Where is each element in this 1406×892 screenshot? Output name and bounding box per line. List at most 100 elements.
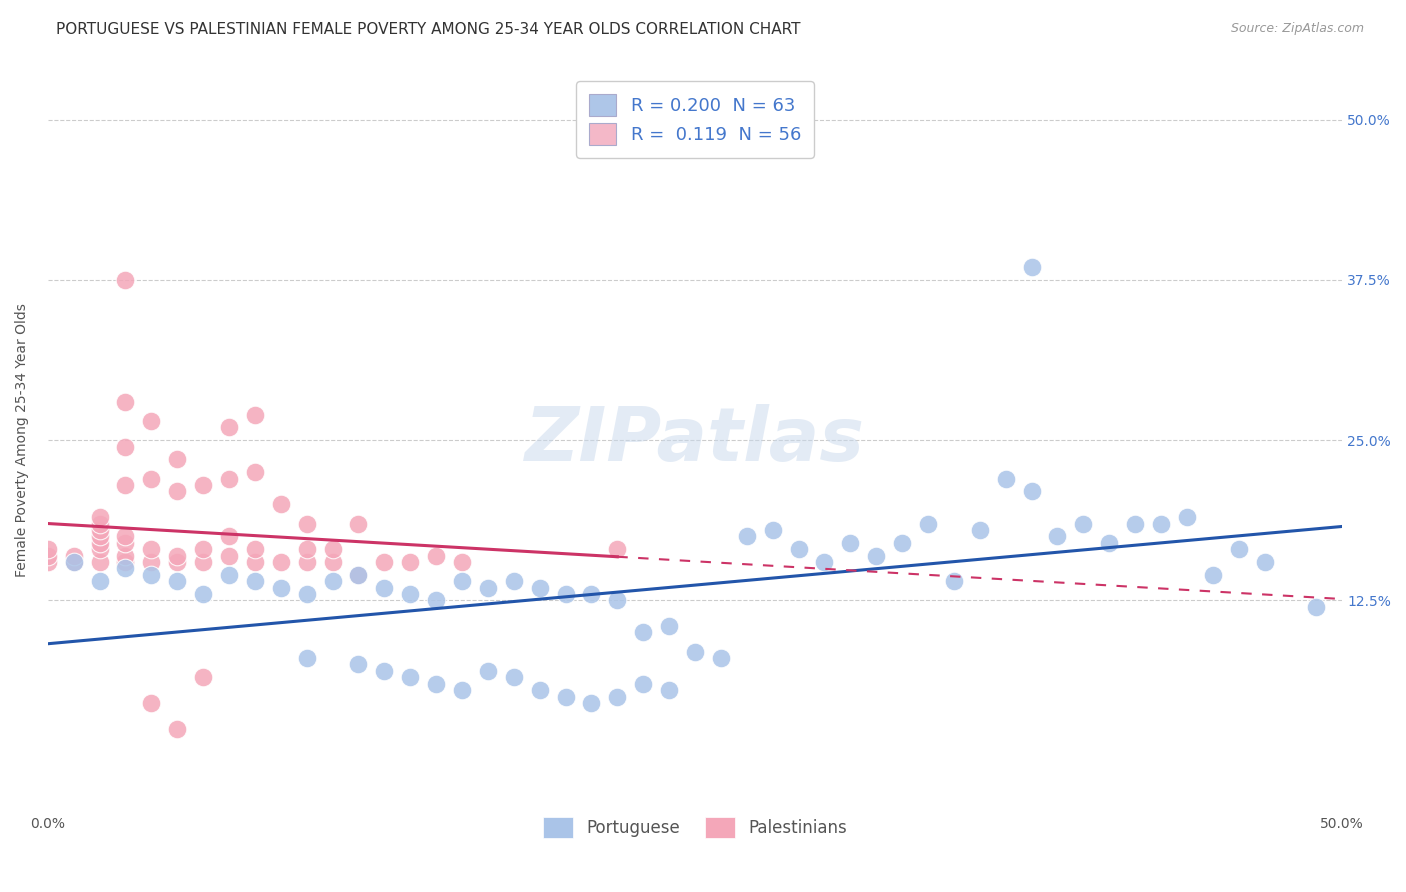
Point bbox=[295, 587, 318, 601]
Point bbox=[1227, 542, 1250, 557]
Point bbox=[89, 555, 111, 569]
Point bbox=[62, 555, 84, 569]
Point bbox=[347, 567, 370, 582]
Point bbox=[62, 549, 84, 563]
Point bbox=[917, 516, 939, 531]
Point bbox=[218, 567, 240, 582]
Point bbox=[141, 567, 163, 582]
Point bbox=[425, 676, 447, 690]
Point bbox=[114, 394, 136, 409]
Point bbox=[243, 574, 266, 589]
Point bbox=[243, 542, 266, 557]
Point bbox=[891, 535, 914, 549]
Point bbox=[166, 574, 188, 589]
Point bbox=[191, 555, 214, 569]
Point bbox=[399, 587, 422, 601]
Point bbox=[762, 523, 785, 537]
Point bbox=[295, 516, 318, 531]
Point bbox=[1202, 567, 1225, 582]
Point bbox=[89, 523, 111, 537]
Point bbox=[425, 549, 447, 563]
Point bbox=[89, 542, 111, 557]
Point bbox=[141, 555, 163, 569]
Point bbox=[631, 625, 654, 640]
Point bbox=[270, 497, 292, 511]
Point bbox=[1098, 535, 1121, 549]
Legend: Portuguese, Palestinians: Portuguese, Palestinians bbox=[536, 811, 853, 845]
Point bbox=[295, 651, 318, 665]
Point bbox=[373, 581, 395, 595]
Point bbox=[89, 510, 111, 524]
Point bbox=[218, 472, 240, 486]
Point bbox=[166, 452, 188, 467]
Point bbox=[606, 542, 628, 557]
Point bbox=[477, 581, 499, 595]
Point bbox=[347, 516, 370, 531]
Point bbox=[425, 593, 447, 607]
Point bbox=[295, 555, 318, 569]
Point bbox=[1123, 516, 1146, 531]
Point bbox=[554, 690, 576, 704]
Point bbox=[451, 683, 474, 698]
Point bbox=[631, 676, 654, 690]
Point bbox=[218, 549, 240, 563]
Point bbox=[114, 555, 136, 569]
Point bbox=[166, 484, 188, 499]
Point bbox=[813, 555, 835, 569]
Point bbox=[683, 645, 706, 659]
Text: Source: ZipAtlas.com: Source: ZipAtlas.com bbox=[1230, 22, 1364, 36]
Point bbox=[735, 529, 758, 543]
Point bbox=[191, 542, 214, 557]
Point bbox=[581, 587, 603, 601]
Point bbox=[502, 574, 524, 589]
Point bbox=[114, 478, 136, 492]
Point bbox=[529, 683, 551, 698]
Point bbox=[114, 273, 136, 287]
Point bbox=[322, 555, 344, 569]
Point bbox=[89, 574, 111, 589]
Point bbox=[114, 561, 136, 575]
Point bbox=[89, 516, 111, 531]
Point bbox=[270, 581, 292, 595]
Point bbox=[166, 722, 188, 736]
Point bbox=[710, 651, 733, 665]
Text: PORTUGUESE VS PALESTINIAN FEMALE POVERTY AMONG 25-34 YEAR OLDS CORRELATION CHART: PORTUGUESE VS PALESTINIAN FEMALE POVERTY… bbox=[56, 22, 801, 37]
Point bbox=[529, 581, 551, 595]
Point bbox=[141, 696, 163, 710]
Point bbox=[295, 542, 318, 557]
Point bbox=[502, 670, 524, 684]
Point bbox=[994, 472, 1017, 486]
Point bbox=[1253, 555, 1275, 569]
Point bbox=[218, 420, 240, 434]
Point bbox=[89, 529, 111, 543]
Text: ZIPatlas: ZIPatlas bbox=[524, 404, 865, 476]
Point bbox=[243, 408, 266, 422]
Point bbox=[347, 657, 370, 672]
Y-axis label: Female Poverty Among 25-34 Year Olds: Female Poverty Among 25-34 Year Olds bbox=[15, 303, 30, 577]
Point bbox=[1021, 484, 1043, 499]
Point bbox=[141, 414, 163, 428]
Point bbox=[89, 535, 111, 549]
Point bbox=[114, 529, 136, 543]
Point bbox=[839, 535, 862, 549]
Point bbox=[787, 542, 810, 557]
Point bbox=[477, 664, 499, 678]
Point bbox=[114, 535, 136, 549]
Point bbox=[37, 542, 59, 557]
Point bbox=[942, 574, 965, 589]
Point bbox=[114, 440, 136, 454]
Point bbox=[658, 683, 681, 698]
Point bbox=[218, 529, 240, 543]
Point bbox=[37, 549, 59, 563]
Point bbox=[581, 696, 603, 710]
Point bbox=[141, 542, 163, 557]
Point bbox=[451, 555, 474, 569]
Point bbox=[37, 555, 59, 569]
Point bbox=[399, 670, 422, 684]
Point bbox=[606, 593, 628, 607]
Point bbox=[606, 690, 628, 704]
Point bbox=[1305, 599, 1327, 614]
Point bbox=[191, 670, 214, 684]
Point bbox=[191, 478, 214, 492]
Point bbox=[166, 549, 188, 563]
